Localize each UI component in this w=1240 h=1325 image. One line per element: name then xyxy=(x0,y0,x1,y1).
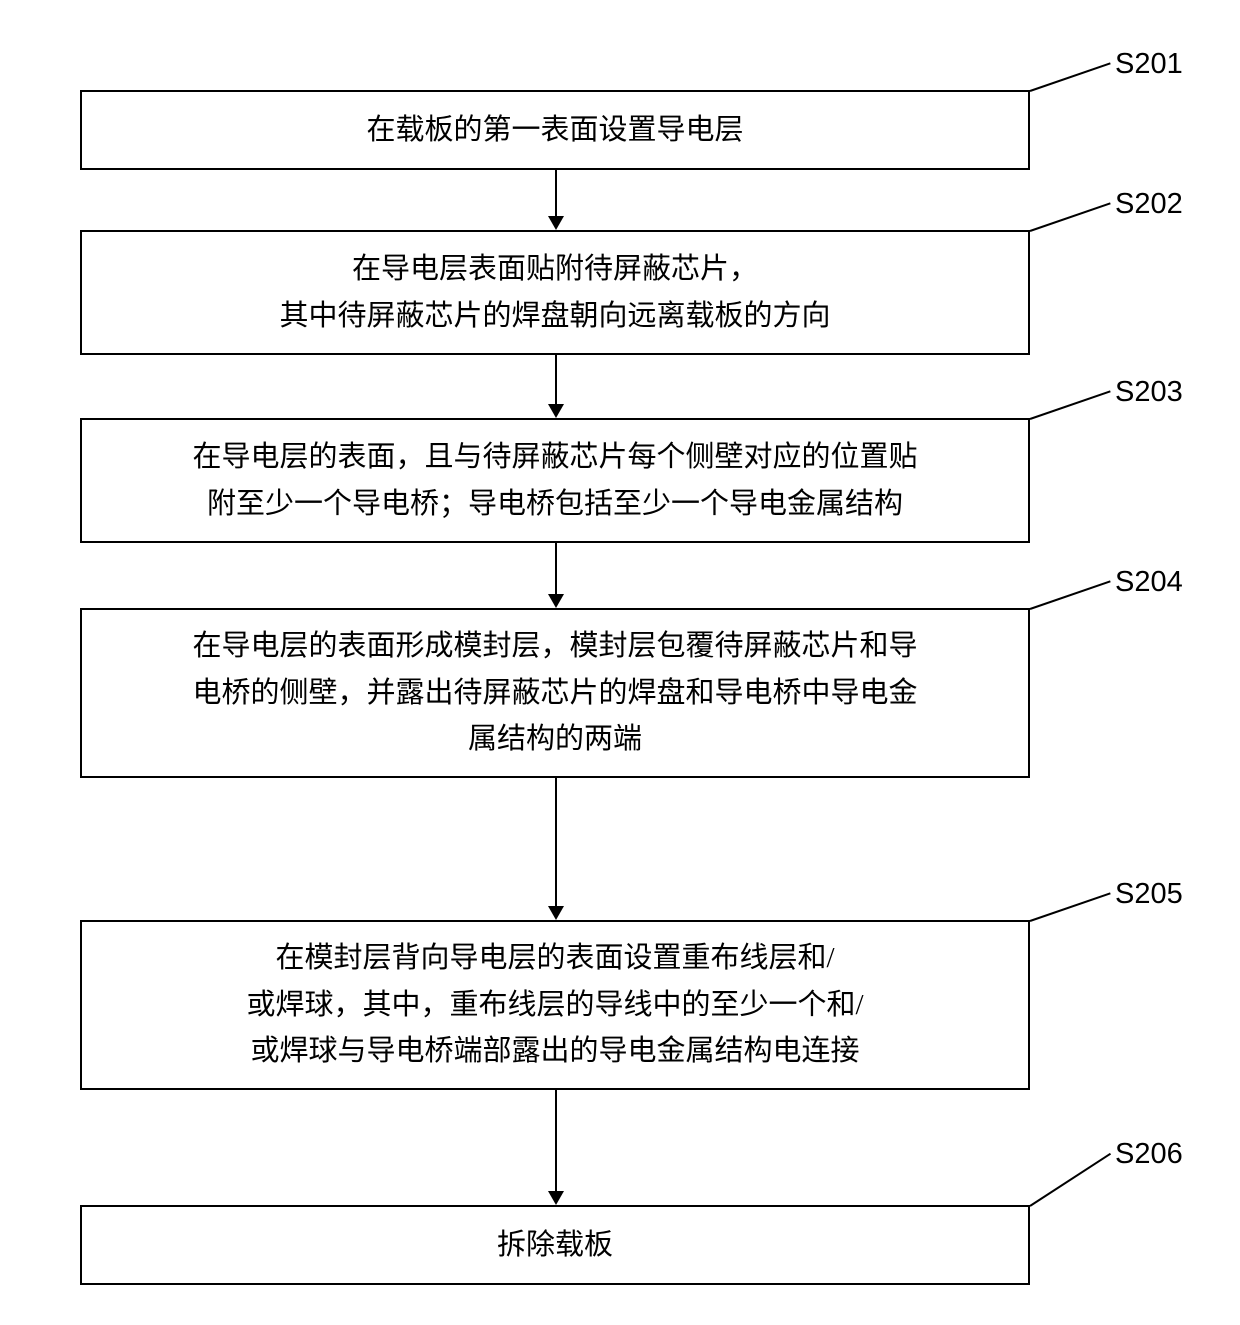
step-label-s204: S204 xyxy=(1115,566,1183,599)
step-box-s203: 在导电层的表面，且与待屏蔽芯片每个侧壁对应的位置贴 附至少一个导电桥；导电桥包括… xyxy=(80,418,1030,543)
arrow-head-4 xyxy=(548,906,564,920)
arrow-head-5 xyxy=(548,1191,564,1205)
step-box-s206: 拆除载板 xyxy=(80,1205,1030,1285)
arrow-line-3 xyxy=(555,543,557,594)
step-label-s201: S201 xyxy=(1115,48,1183,81)
step-text-s201: 在载板的第一表面设置导电层 xyxy=(366,107,743,153)
leader-line-s201 xyxy=(1030,62,1111,92)
leader-line-s206 xyxy=(1029,1153,1111,1207)
flowchart-container: 在载板的第一表面设置导电层 S201 在导电层表面贴附待屏蔽芯片， 其中待屏蔽芯… xyxy=(0,30,1240,1325)
leader-line-s205 xyxy=(1030,892,1111,922)
step-box-s201: 在载板的第一表面设置导电层 xyxy=(80,90,1030,170)
arrow-head-1 xyxy=(548,216,564,230)
arrow-head-2 xyxy=(548,404,564,418)
arrow-line-4 xyxy=(555,778,557,906)
arrow-line-1 xyxy=(555,170,557,216)
step-text-s205: 在模封层背向导电层的表面设置重布线层和/ 或焊球，其中，重布线层的导线中的至少一… xyxy=(246,935,863,1074)
step-box-s204: 在导电层的表面形成模封层，模封层包覆待屏蔽芯片和导 电桥的侧壁，并露出待屏蔽芯片… xyxy=(80,608,1030,778)
step-label-s203: S203 xyxy=(1115,376,1183,409)
step-text-s202: 在导电层表面贴附待屏蔽芯片， 其中待屏蔽芯片的焊盘朝向远离载板的方向 xyxy=(279,246,830,339)
step-label-s202: S202 xyxy=(1115,188,1183,221)
leader-line-s203 xyxy=(1030,390,1111,420)
step-text-s203: 在导电层的表面，且与待屏蔽芯片每个侧壁对应的位置贴 附至少一个导电桥；导电桥包括… xyxy=(192,434,917,527)
step-box-s202: 在导电层表面贴附待屏蔽芯片， 其中待屏蔽芯片的焊盘朝向远离载板的方向 xyxy=(80,230,1030,355)
leader-line-s202 xyxy=(1030,202,1111,232)
step-text-s204: 在导电层的表面形成模封层，模封层包覆待屏蔽芯片和导 电桥的侧壁，并露出待屏蔽芯片… xyxy=(192,623,917,762)
step-label-s206: S206 xyxy=(1115,1138,1183,1171)
step-label-s205: S205 xyxy=(1115,878,1183,911)
step-box-s205: 在模封层背向导电层的表面设置重布线层和/ 或焊球，其中，重布线层的导线中的至少一… xyxy=(80,920,1030,1090)
arrow-line-2 xyxy=(555,355,557,404)
leader-line-s204 xyxy=(1030,580,1111,610)
arrow-head-3 xyxy=(548,594,564,608)
step-text-s206: 拆除载板 xyxy=(497,1222,613,1268)
arrow-line-5 xyxy=(555,1090,557,1191)
